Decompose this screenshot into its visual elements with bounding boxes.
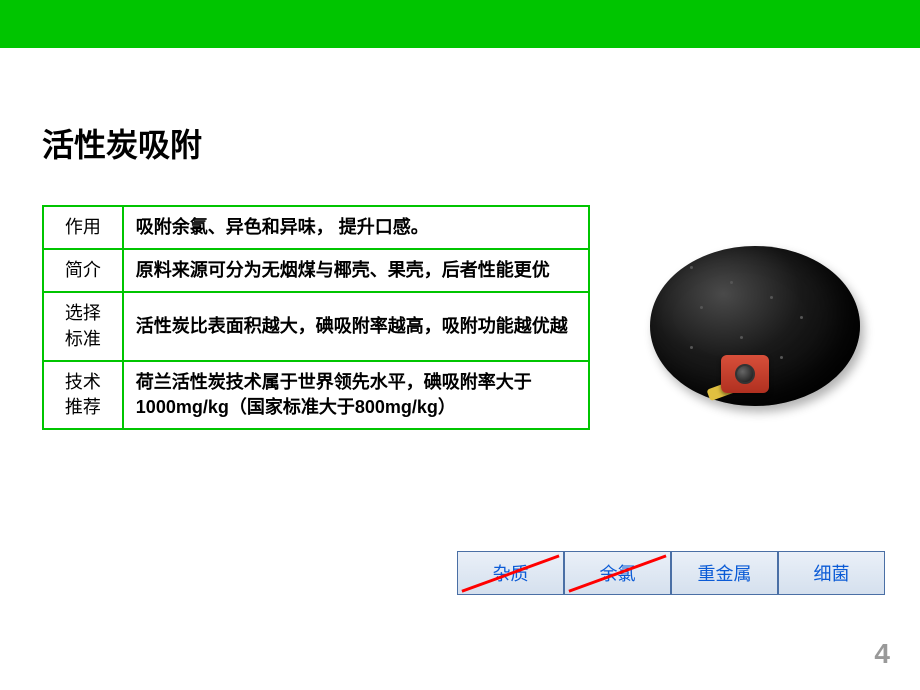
row-content: 活性炭比表面积越大，碘吸附率越高，吸附功能越优越 [123, 292, 589, 360]
page-number: 4 [874, 638, 890, 670]
table-row: 简介 原料来源可分为无烟煤与椰壳、果壳，后者性能更优 [43, 249, 589, 292]
info-table: 作用 吸附余氯、异色和异味， 提升口感。 简介 原料来源可分为无烟煤与椰壳、果壳… [42, 205, 590, 430]
table-row: 选择标准 活性炭比表面积越大，碘吸附率越高，吸附功能越优越 [43, 292, 589, 360]
row-label: 简介 [43, 249, 123, 292]
box-label: 余氯 [600, 560, 636, 586]
table-row: 技术推荐 荷兰活性炭技术属于世界领先水平，碘吸附率大于1000mg/kg（国家标… [43, 361, 589, 429]
row-label: 技术推荐 [43, 361, 123, 429]
page-title: 活性炭吸附 [42, 120, 202, 166]
carbon-image [620, 236, 880, 416]
camera-badge-icon [715, 351, 775, 401]
row-label: 选择标准 [43, 292, 123, 360]
top-bar [0, 0, 920, 48]
filter-box-heavy-metal: 重金属 [671, 551, 778, 595]
row-label: 作用 [43, 206, 123, 249]
box-label: 杂质 [493, 560, 529, 586]
filter-boxes: 杂质 余氯 重金属 细菌 [457, 551, 885, 595]
box-label: 重金属 [698, 560, 752, 586]
filter-box-impurity: 杂质 [457, 551, 564, 595]
filter-box-chlorine: 余氯 [564, 551, 671, 595]
row-content: 原料来源可分为无烟煤与椰壳、果壳，后者性能更优 [123, 249, 589, 292]
filter-box-bacteria: 细菌 [778, 551, 885, 595]
box-label: 细菌 [814, 560, 850, 586]
table-row: 作用 吸附余氯、异色和异味， 提升口感。 [43, 206, 589, 249]
row-content: 吸附余氯、异色和异味， 提升口感。 [123, 206, 589, 249]
row-content-highlight: 荷兰活性炭技术属于世界领先水平，碘吸附率大于1000mg/kg（国家标准大于80… [123, 361, 589, 429]
